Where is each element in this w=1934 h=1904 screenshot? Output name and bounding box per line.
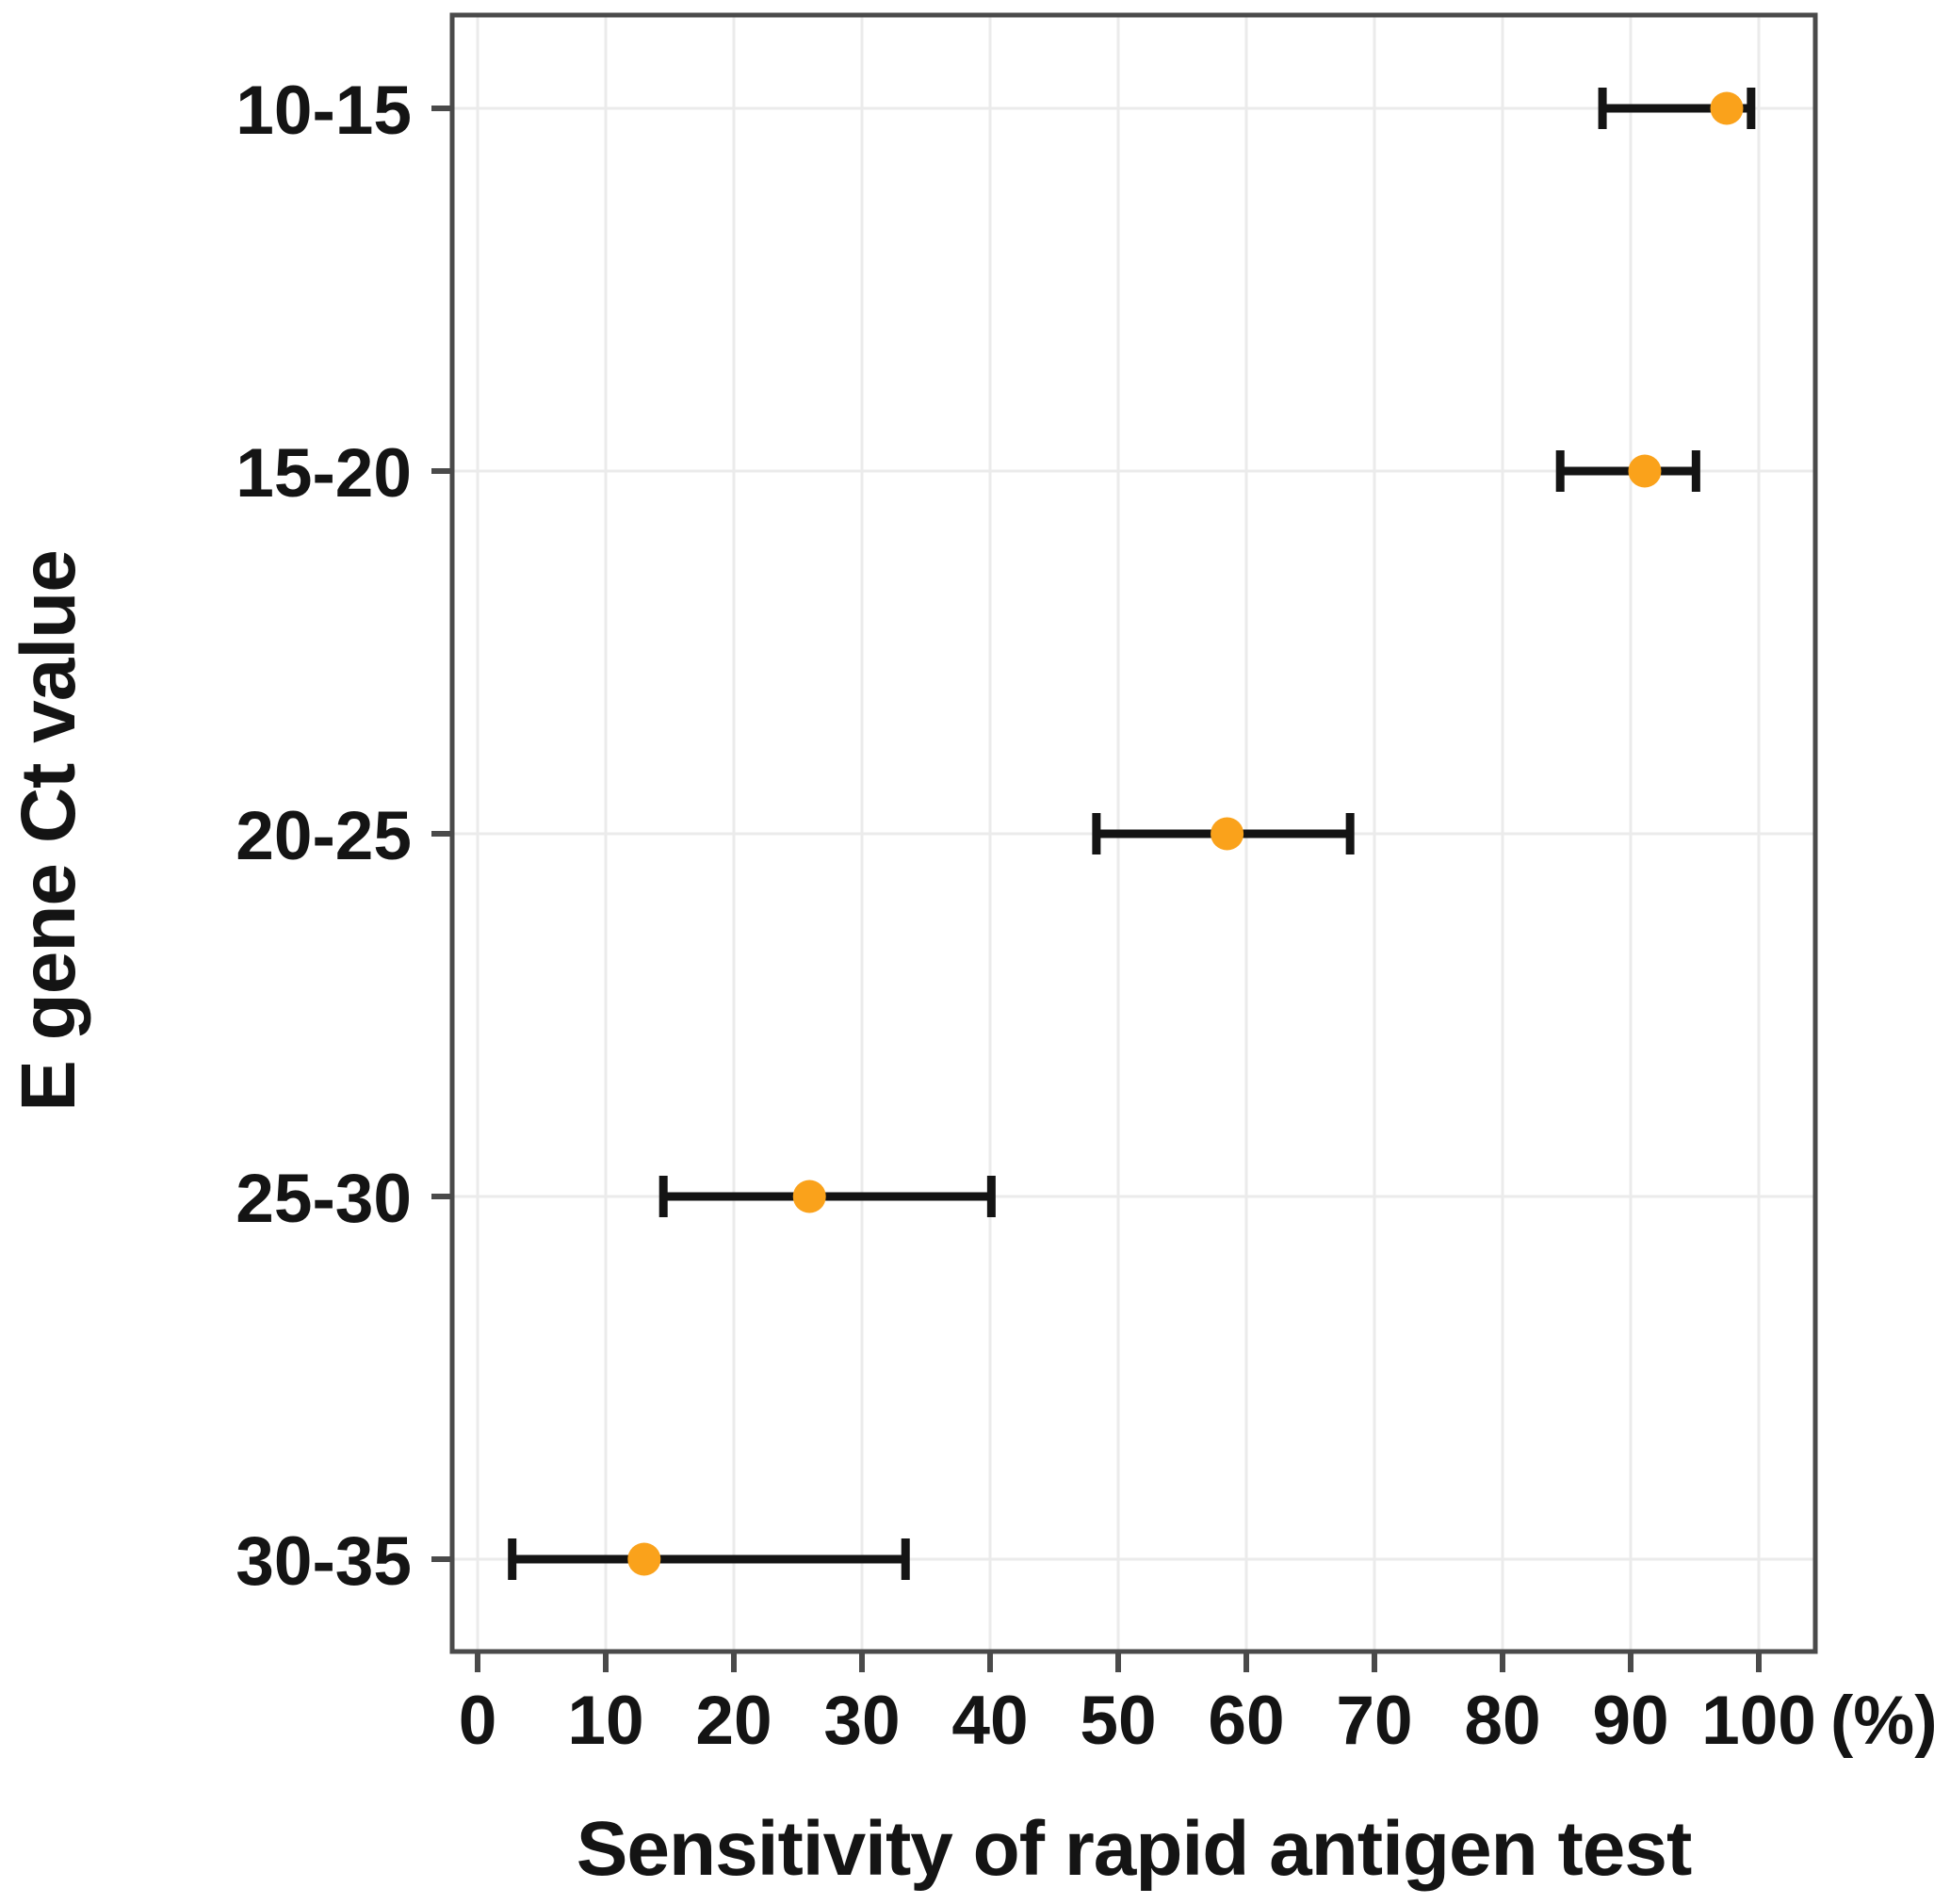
y-tick-label: 25-30 — [236, 1161, 412, 1237]
x-tick-label: 100 — [1701, 1683, 1816, 1759]
x-tick-label: 40 — [951, 1683, 1028, 1759]
data-point — [792, 1180, 826, 1213]
x-tick-label: 50 — [1080, 1683, 1156, 1759]
data-point — [1211, 817, 1244, 851]
x-axis-unit-label: (%) — [1830, 1683, 1934, 1759]
data-point — [627, 1542, 661, 1576]
y-tick-label: 30-35 — [236, 1523, 412, 1600]
x-axis-title: Sensitivity of rapid antigen test — [576, 1806, 1693, 1892]
x-tick-label: 20 — [695, 1683, 772, 1759]
x-tick-label: 70 — [1336, 1683, 1412, 1759]
y-tick-label: 15-20 — [236, 435, 412, 512]
y-tick-label: 10-15 — [236, 73, 412, 149]
plot-border — [449, 12, 1818, 1654]
x-tick-label: 10 — [567, 1683, 643, 1759]
y-tick-label: 20-25 — [236, 798, 412, 874]
x-tick-label: 90 — [1592, 1683, 1668, 1759]
x-tick-label: 60 — [1208, 1683, 1284, 1759]
y-axis-title: E gene Ct value — [6, 550, 91, 1112]
data-point — [1710, 91, 1744, 125]
x-tick-label: 30 — [823, 1683, 900, 1759]
x-tick-label: 0 — [459, 1683, 497, 1759]
x-tick-label: 80 — [1464, 1683, 1540, 1759]
data-point — [1628, 454, 1662, 488]
